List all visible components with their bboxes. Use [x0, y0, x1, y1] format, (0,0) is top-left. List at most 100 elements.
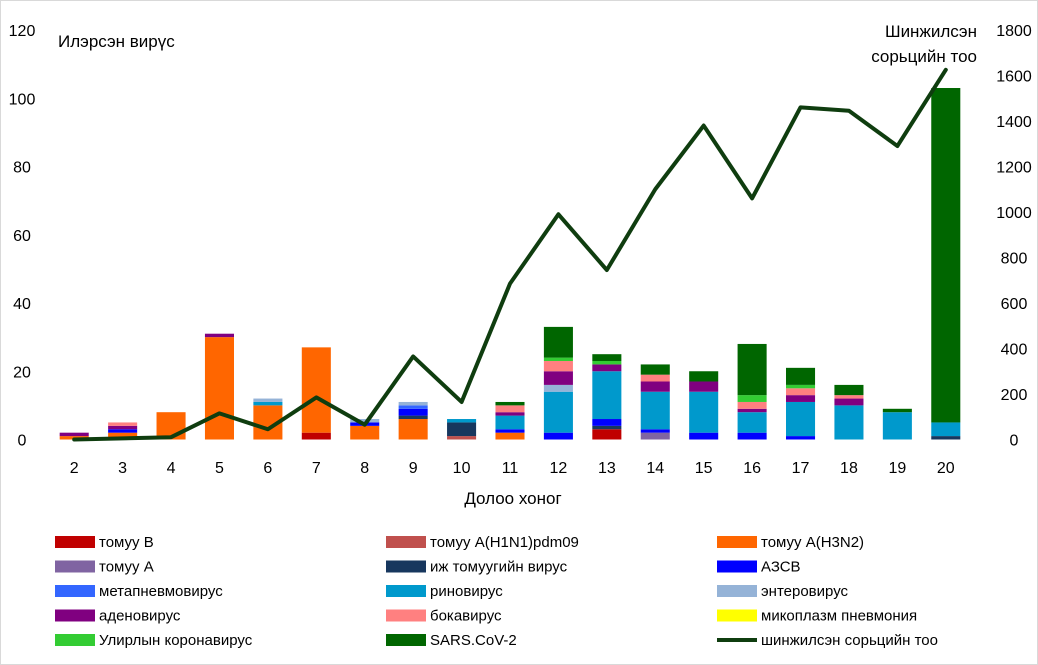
- x-axis-ticks: 2 3 4 5 6 7 8 9 10 11 12 13 14 15 16 17 18 19 20: [70, 460, 955, 477]
- bar-segment: [592, 419, 622, 426]
- y-tick-label: 60: [13, 228, 31, 245]
- bar-segment: [447, 419, 477, 423]
- legend-item: SARS.CoV-2: [386, 632, 517, 649]
- y-axis-title: Илэрсэн вирүс: [58, 32, 175, 51]
- bar-segment: [495, 432, 525, 440]
- bar-segment: [592, 371, 622, 420]
- right-axis-ticks: 0 200 400 600 800 1000 1200 1400 1600 1800: [996, 23, 1032, 450]
- bar-segment: [786, 401, 816, 437]
- x-tick-label: 18: [840, 460, 858, 477]
- legend-swatch: [386, 536, 426, 548]
- bar-segment: [156, 412, 186, 440]
- legend-label: томуу В: [99, 534, 154, 551]
- legend-item: АЗСВ: [717, 559, 801, 576]
- x-tick-label: 4: [167, 460, 176, 477]
- x-axis-title: Долоо хоног: [464, 489, 561, 508]
- legend-item: томуу В: [55, 534, 154, 551]
- y2-tick-label: 1800: [996, 23, 1032, 40]
- legend-swatch: [55, 634, 95, 646]
- bar-segment: [495, 401, 525, 406]
- legend-label: шинжилсэн сорьцийн тоо: [761, 632, 938, 649]
- x-tick-label: 7: [312, 460, 321, 477]
- bar-segment: [640, 432, 670, 440]
- x-tick-label: 17: [792, 460, 810, 477]
- bar-segment: [689, 391, 719, 433]
- bar-segment: [931, 422, 961, 437]
- legend-swatch: [55, 536, 95, 548]
- bar-segment: [495, 415, 525, 430]
- legend-item: иж томуугийн вирус: [386, 559, 568, 576]
- x-tick-label: 8: [360, 460, 369, 477]
- x-tick-label: 14: [646, 460, 664, 477]
- x-tick-label: 19: [888, 460, 906, 477]
- y2-tick-label: 800: [1001, 251, 1028, 268]
- legend-item: Улирлын коронавирус: [55, 632, 253, 649]
- bar-segment: [931, 88, 961, 423]
- bar-segment: [640, 374, 670, 382]
- bar-segment: [543, 391, 573, 433]
- bar-segment: [786, 367, 816, 385]
- bar-segment: [882, 408, 912, 413]
- x-tick-label: 15: [695, 460, 713, 477]
- legend-item: риновирус: [386, 583, 503, 600]
- bar-segment: [931, 436, 961, 440]
- bar-segment: [108, 432, 138, 440]
- legend: томуу В томуу A(H1N1)pdm09 томуу A(H3N2) то…: [55, 534, 938, 649]
- bar-segment: [495, 429, 525, 433]
- legend-label: томуу A: [99, 559, 154, 576]
- x-tick-label: 6: [263, 460, 272, 477]
- legend-swatch: [55, 560, 95, 573]
- legend-item: шинжилсэн сорьцийн тоо: [717, 632, 938, 649]
- bar-segment: [737, 395, 767, 402]
- y-tick-label: 20: [13, 364, 31, 381]
- bar-segment: [543, 326, 573, 358]
- legend-label: томуу A(H3N2): [761, 534, 864, 551]
- bar-segment: [834, 405, 864, 440]
- bar-segment: [640, 381, 670, 392]
- bar-segment: [398, 419, 428, 440]
- bar-segment: [543, 432, 573, 440]
- bar-segment: [398, 408, 428, 416]
- x-tick-label: 9: [409, 460, 418, 477]
- legend-item: томуу A: [55, 559, 154, 576]
- legend-swatch: [717, 609, 757, 622]
- x-tick-label: 12: [550, 460, 568, 477]
- y2-tick-label: 1200: [996, 160, 1032, 177]
- x-tick-label: 5: [215, 460, 224, 477]
- legend-item: энтеровирус: [717, 583, 849, 600]
- bar-segment: [108, 429, 138, 433]
- bar-segment: [737, 432, 767, 440]
- bar-segment: [592, 364, 622, 372]
- bar-segment: [543, 361, 573, 372]
- bar-segment: [543, 357, 573, 362]
- y-tick-label: 40: [13, 296, 31, 313]
- legend-swatch: [386, 609, 426, 622]
- bar-segment: [592, 429, 622, 440]
- y2-tick-label: 1000: [996, 205, 1032, 222]
- legend-swatch: [717, 585, 757, 597]
- bar-segment: [834, 395, 864, 399]
- x-tick-label: 16: [743, 460, 761, 477]
- legend-label: метапневмовирус: [99, 583, 223, 600]
- x-tick-label: 2: [70, 460, 79, 477]
- bar-segment: [447, 422, 477, 437]
- legend-swatch: [55, 609, 95, 622]
- bar-segment: [786, 384, 816, 389]
- legend-swatch: [386, 634, 426, 646]
- bar-segment: [398, 415, 428, 420]
- bar-segment: [253, 401, 283, 406]
- bar-segment: [640, 429, 670, 433]
- legend-item: метапневмовирус: [55, 583, 223, 600]
- bar-segment: [689, 381, 719, 392]
- legend-swatch: [717, 536, 757, 548]
- legend-label: микоплазм пневмония: [761, 608, 917, 625]
- y2-tick-label: 1600: [996, 69, 1032, 86]
- x-tick-label: 11: [502, 460, 519, 477]
- bar-segment: [543, 384, 573, 392]
- bar-segment: [834, 398, 864, 406]
- legend-swatch: [55, 585, 95, 597]
- legend-label: энтеровирус: [761, 583, 849, 600]
- legend-swatch: [386, 585, 426, 597]
